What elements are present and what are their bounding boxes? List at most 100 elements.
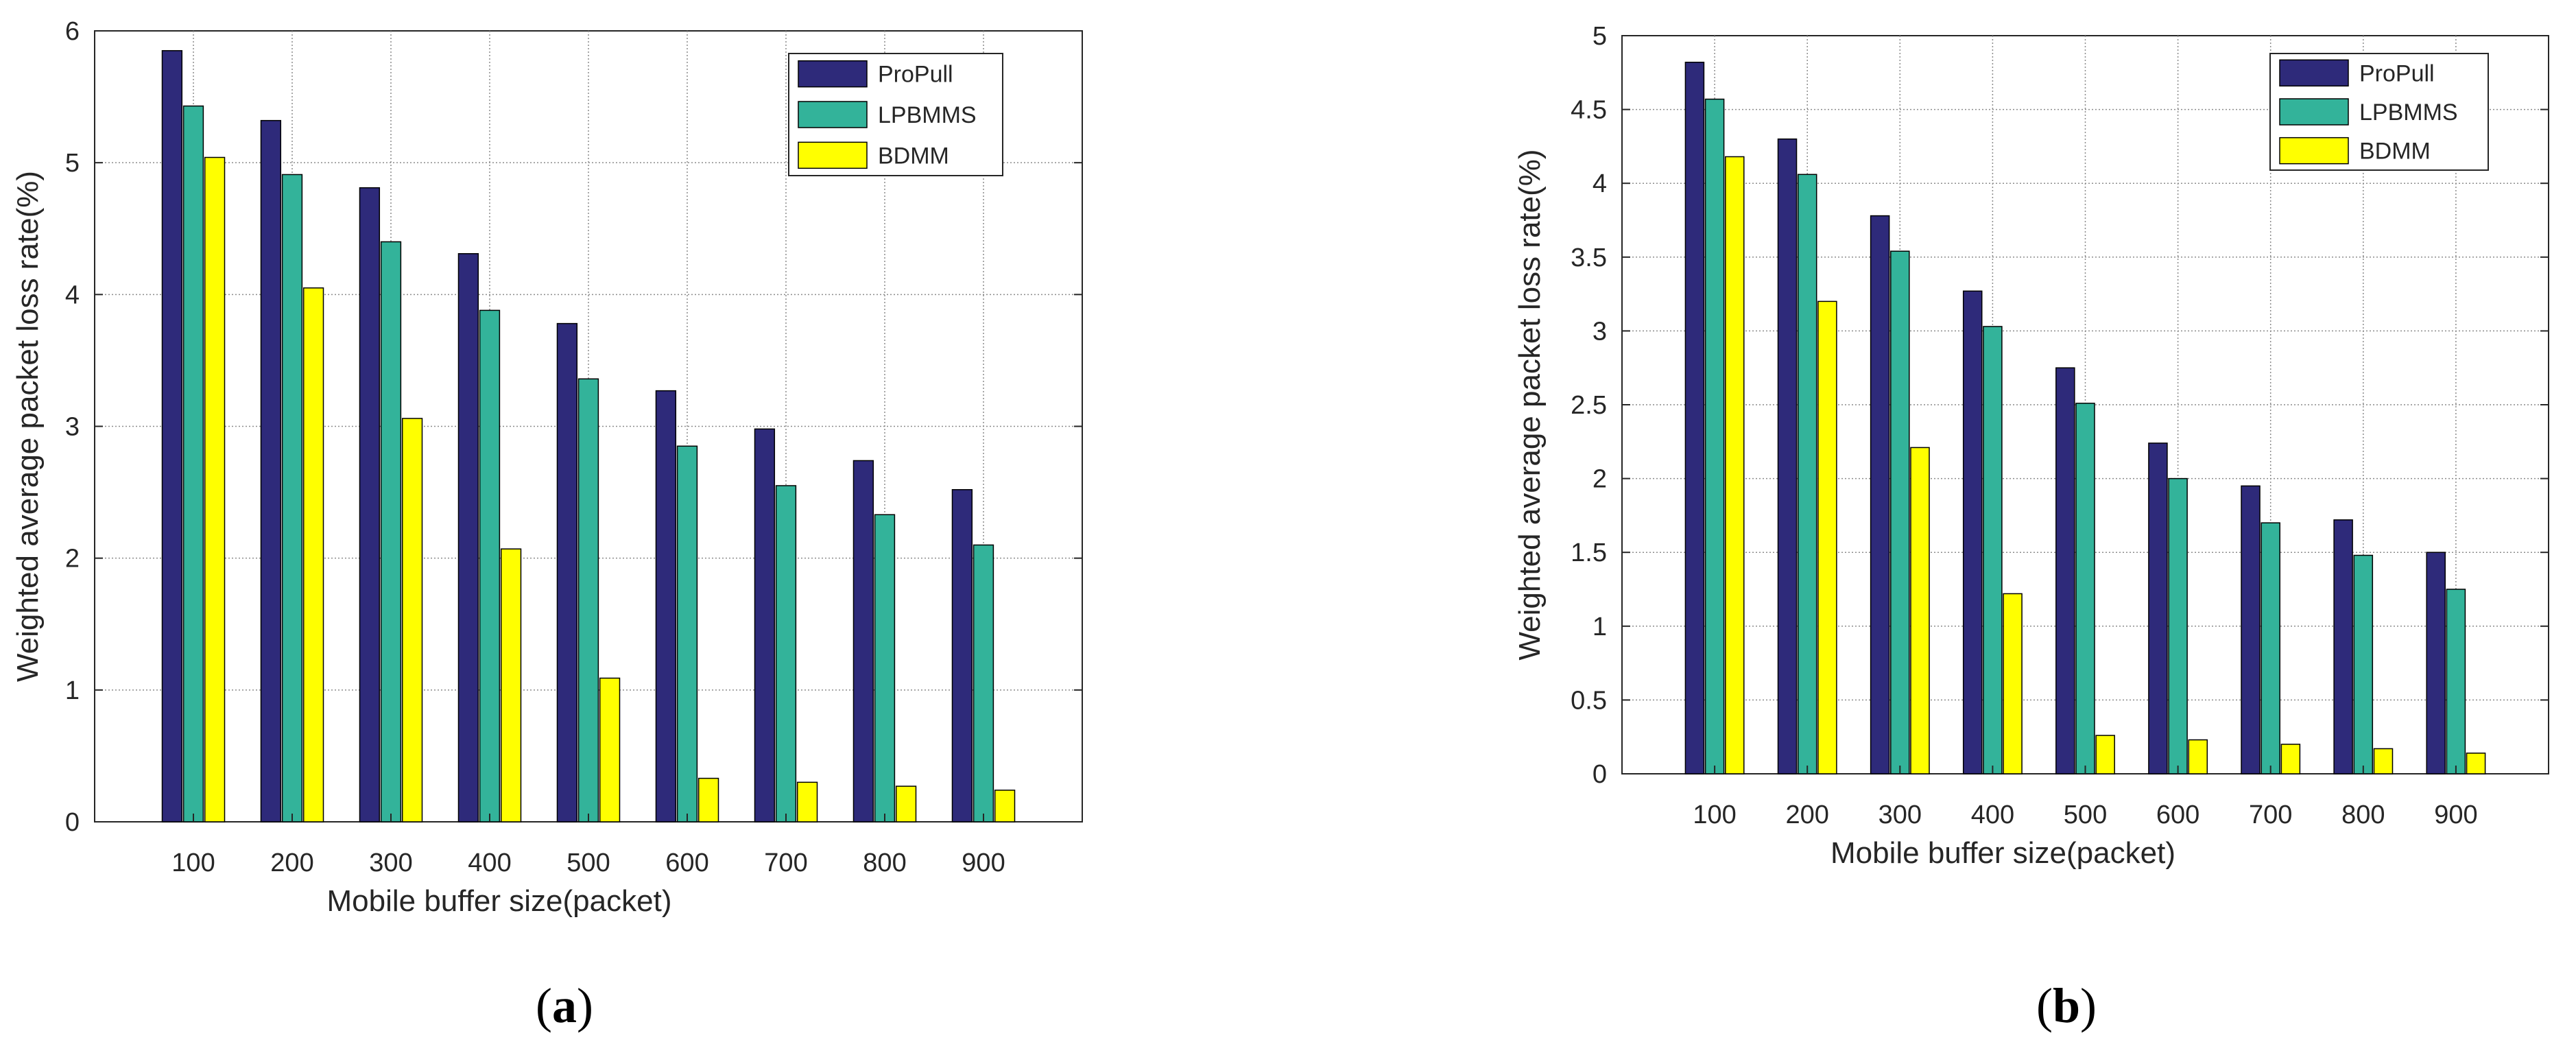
bar-lpbmms-100	[1704, 98, 1725, 774]
bar-lpbmms-300	[1890, 250, 1910, 774]
bar-bdmm-100	[1725, 156, 1745, 774]
bar-lpbmms-700	[775, 485, 797, 823]
bar-propull-500	[556, 322, 578, 823]
y-tick-label: 2.5	[1571, 391, 1607, 420]
y-tick-label: 0	[1593, 760, 1607, 789]
bar-lpbmms-400	[1983, 326, 2003, 774]
bar-bdmm-200	[1817, 300, 1837, 774]
bar-propull-100	[161, 50, 183, 823]
bar-lpbmms-700	[2261, 522, 2280, 774]
y-tick-label: 4.5	[1571, 96, 1607, 125]
x-tick-label: 600	[2156, 801, 2199, 829]
legend-swatch-propull	[2279, 59, 2349, 87]
x-tick-label: 800	[863, 849, 906, 877]
chart-a: 0 1 2 3 4 5 6 100 200 300 400 500 600 700 800 900 Mobile…	[11, 17, 1083, 1033]
y-tick-label: 2	[1593, 465, 1607, 494]
x-tick-label: 800	[2341, 801, 2385, 829]
bar-lpbmms-900	[2446, 589, 2466, 774]
bar-bdmm-800	[895, 785, 917, 823]
bar-propull-700	[2241, 485, 2261, 774]
y-tick-label: 1	[65, 676, 80, 705]
bar-bdmm-300	[1910, 447, 1930, 774]
bar-bdmm-400	[2003, 593, 2023, 774]
bar-propull-400	[457, 253, 479, 823]
bar-lpbmms-200	[1797, 174, 1817, 774]
legend-label-bdmm: BDMM	[2359, 139, 2431, 165]
bar-propull-900	[951, 488, 973, 823]
y-tick-label: 3.5	[1571, 244, 1607, 272]
legend-swatch-bdmm	[2279, 137, 2349, 165]
legend-label-bdmm: BDMM	[878, 143, 949, 169]
legend-swatch-lpbmms	[2279, 98, 2349, 126]
legend-label-propull: ProPull	[878, 62, 953, 88]
bar-lpbmms-900	[973, 544, 994, 823]
y-tick-label: 2	[65, 545, 80, 573]
chart-b: 0 0.5 1 1.5 2 2.5 3 3.5 4 4.5 5 100 200 300 400 500 600 7…	[1513, 22, 2549, 1033]
x-axis-label: Mobile buffer size(packet)	[1830, 836, 2175, 870]
legend-label-propull: ProPull	[2359, 60, 2435, 86]
legend: ProPull LPBMMS BDMM	[2269, 53, 2489, 171]
bar-propull-600	[2148, 442, 2168, 774]
bar-lpbmms-300	[380, 241, 402, 823]
bar-bdmm-700	[2280, 744, 2301, 774]
x-tick-label: 700	[2249, 801, 2292, 829]
bar-bdmm-400	[500, 548, 522, 823]
bar-propull-100	[1684, 61, 1705, 774]
x-tick-label: 700	[764, 849, 807, 877]
x-tick-label: 200	[1785, 801, 1828, 829]
bar-bdmm-500	[2095, 735, 2115, 774]
bar-lpbmms-600	[676, 445, 698, 823]
y-tick-label: 3	[65, 413, 80, 442]
bar-lpbmms-600	[2168, 477, 2188, 774]
x-tick-label: 100	[171, 849, 215, 877]
bar-propull-200	[1777, 138, 1798, 774]
x-tick-label: 500	[2064, 801, 2107, 829]
bar-bdmm-300	[401, 418, 423, 823]
x-tick-label: 500	[567, 849, 610, 877]
legend: ProPull LPBMMS BDMM	[788, 53, 1003, 176]
bar-lpbmms-500	[2075, 403, 2095, 774]
legend-swatch-lpbmms	[798, 101, 868, 128]
x-tick-label: 200	[270, 849, 313, 877]
x-axis-label: Mobile buffer size(packet)	[327, 884, 672, 918]
y-axis-label: Weighted average packet loss rate(%)	[11, 171, 45, 682]
x-tick-label: 300	[369, 849, 412, 877]
y-tick-label: 5	[65, 149, 80, 178]
bar-lpbmms-500	[577, 378, 599, 823]
bar-propull-200	[260, 119, 282, 823]
bar-propull-800	[852, 460, 874, 823]
bar-propull-700	[754, 428, 776, 823]
x-tick-label: 900	[2434, 801, 2477, 829]
x-tick-label: 400	[468, 849, 511, 877]
y-tick-label: 4	[1593, 169, 1607, 198]
y-tick-label: 1.5	[1571, 539, 1607, 567]
bar-bdmm-100	[204, 156, 226, 823]
y-tick-label: 0.5	[1571, 686, 1607, 715]
bar-bdmm-500	[599, 677, 621, 823]
bar-lpbmms-800	[874, 514, 896, 823]
bar-lpbmms-800	[2353, 554, 2374, 774]
bar-propull-400	[1962, 290, 1983, 774]
bar-lpbmms-200	[281, 174, 303, 823]
bar-propull-600	[655, 390, 677, 823]
bar-lpbmms-400	[479, 309, 501, 823]
y-axis-label: Weighted average packet loss rate(%)	[1513, 149, 1547, 660]
x-tick-label: 600	[665, 849, 708, 877]
legend-swatch-bdmm	[798, 141, 868, 169]
y-tick-label: 6	[65, 17, 80, 46]
bar-propull-300	[1870, 215, 1890, 774]
bar-propull-300	[359, 187, 381, 823]
bar-bdmm-200	[302, 287, 324, 823]
y-tick-label: 5	[1593, 22, 1607, 51]
bar-bdmm-800	[2373, 748, 2394, 774]
y-tick-label: 4	[65, 281, 80, 309]
bar-bdmm-900	[2466, 753, 2486, 774]
y-tick-label: 0	[65, 808, 80, 837]
y-tick-label: 3	[1593, 317, 1607, 346]
legend-swatch-propull	[798, 60, 868, 88]
x-tick-label: 300	[1879, 801, 1922, 829]
bar-bdmm-600	[2188, 739, 2208, 774]
bar-bdmm-900	[994, 790, 1016, 823]
x-tick-label: 900	[962, 849, 1005, 877]
legend-label-lpbmms: LPBMMS	[878, 102, 977, 128]
